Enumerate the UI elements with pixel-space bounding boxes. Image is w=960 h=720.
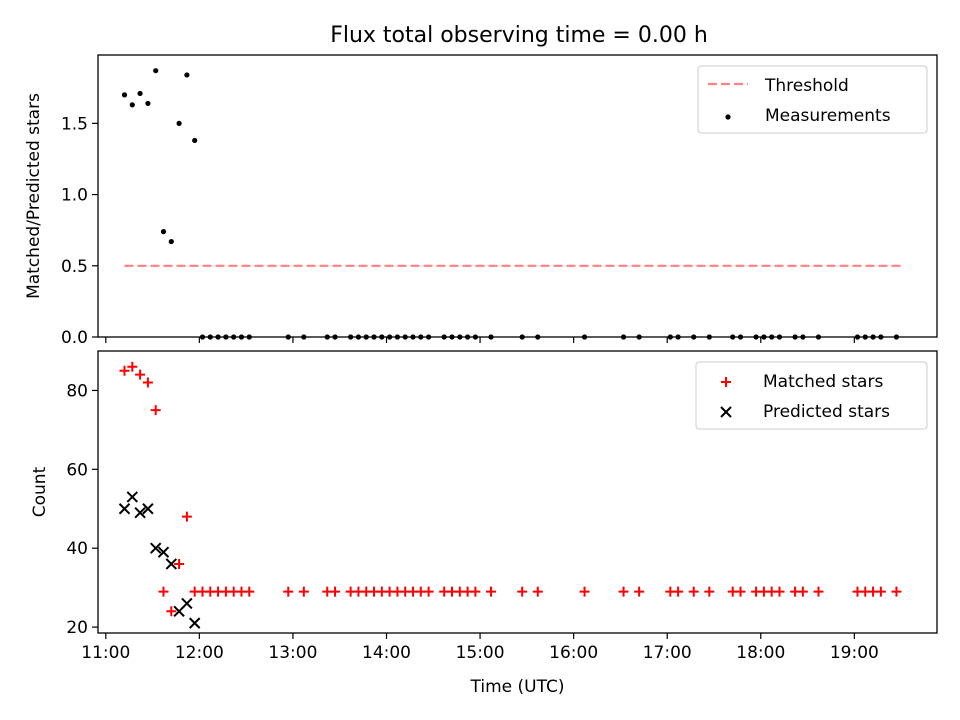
y-tick-label: 1.5 [61, 114, 88, 134]
matched-star-point [181, 511, 192, 522]
x-tick-label: 15:00 [456, 643, 505, 663]
legend-label: Measurements [765, 106, 891, 126]
matched-star-point [579, 586, 590, 597]
matched-star-point [774, 586, 785, 597]
matched-star-point [688, 586, 699, 597]
matched-star-point [244, 586, 255, 597]
legend-label: Threshold [764, 76, 849, 96]
y-tick-label: 0.5 [61, 257, 88, 277]
measurement-point [192, 137, 198, 144]
matched-star-point [618, 586, 629, 597]
matched-star-point [423, 586, 434, 597]
measurement-point [168, 238, 174, 245]
matched-star-point [875, 586, 886, 597]
x-tick-label: 13:00 [268, 643, 317, 663]
x-tick-label: 17:00 [643, 643, 692, 663]
x-tick-label: 19:00 [830, 643, 879, 663]
matched-star-point [283, 586, 294, 597]
legend-label: Matched stars [763, 372, 883, 392]
legend-box [695, 361, 928, 430]
matched-star-point [532, 586, 543, 597]
legend-matched-swatch [721, 377, 731, 387]
chart-title: Flux total observing time = 0.00 h [330, 23, 708, 48]
predicted-star-point [188, 617, 201, 629]
predicted-star-point [165, 558, 178, 570]
y-tick-label: 80 [66, 381, 88, 401]
measurement-point [184, 72, 190, 78]
matched-star-point [735, 586, 746, 597]
legend-measurement-swatch [725, 114, 731, 120]
matched-star-point [119, 365, 130, 376]
matched-star-point [158, 586, 169, 597]
y-axis-label: Count [30, 466, 50, 517]
legend-predicted-swatch [720, 406, 732, 418]
predicted-star-point [181, 597, 193, 610]
x-tick-label: 14:00 [362, 643, 411, 663]
measurement-point [129, 102, 135, 108]
matched-star-point [135, 369, 146, 380]
predicted-star-point [142, 503, 154, 515]
y-axis-label: Matched/Predicted stars [24, 93, 44, 299]
measurement-point [153, 68, 159, 74]
measurement-point [160, 229, 167, 235]
x-tick-label: 18:00 [736, 643, 785, 663]
matched-star-point [813, 586, 824, 597]
y-tick-label: 40 [66, 539, 88, 559]
predicted-star-point [149, 542, 162, 554]
matched-star-point [485, 586, 496, 597]
measurement-point [121, 92, 128, 98]
matched-star-point [298, 586, 309, 597]
matched-star-point [142, 377, 153, 388]
matched-star-point [517, 586, 528, 597]
matched-star-point [634, 586, 645, 597]
top-panel: 0.0 0.5 1.0 1.5 Matched/Predicted stars Thres… [24, 54, 938, 348]
predicted-star-point [118, 503, 131, 515]
legend-box [697, 65, 928, 134]
predicted-star-point [134, 506, 146, 519]
matched-star-point [174, 558, 185, 569]
matched-star-point [150, 405, 161, 416]
legend-label: Predicted stars [763, 402, 890, 422]
y-tick-label: 20 [66, 618, 88, 638]
y-tick-label: 1.0 [61, 186, 88, 206]
bottom-panel: 20 40 60 80 11:00 12:00 13:00 14:00 15:00 16:00 17… [30, 350, 938, 697]
matched-star-point [127, 361, 138, 372]
matched-star-point [797, 586, 808, 597]
matched-star-point [891, 586, 902, 597]
x-axis-label: Time (UTC) [470, 677, 565, 697]
plot-frame [97, 350, 938, 634]
matched-star-point [470, 586, 481, 597]
matched-star-point [673, 586, 684, 597]
measurement-point [137, 90, 143, 97]
measurement-point [176, 120, 182, 126]
measurement-point [145, 100, 151, 107]
matched-star-point [166, 606, 177, 617]
matched-star-point [704, 586, 715, 597]
x-tick-label: 12:00 [175, 643, 224, 663]
predicted-star-point [126, 491, 139, 503]
plot-frame [97, 54, 938, 338]
x-tick-label: 16:00 [549, 643, 598, 663]
x-tick-label: 11:00 [81, 643, 130, 663]
matched-star-point [330, 586, 341, 597]
y-tick-label: 60 [66, 460, 88, 480]
predicted-star-point [157, 546, 170, 558]
y-tick-label: 0.0 [61, 328, 88, 348]
